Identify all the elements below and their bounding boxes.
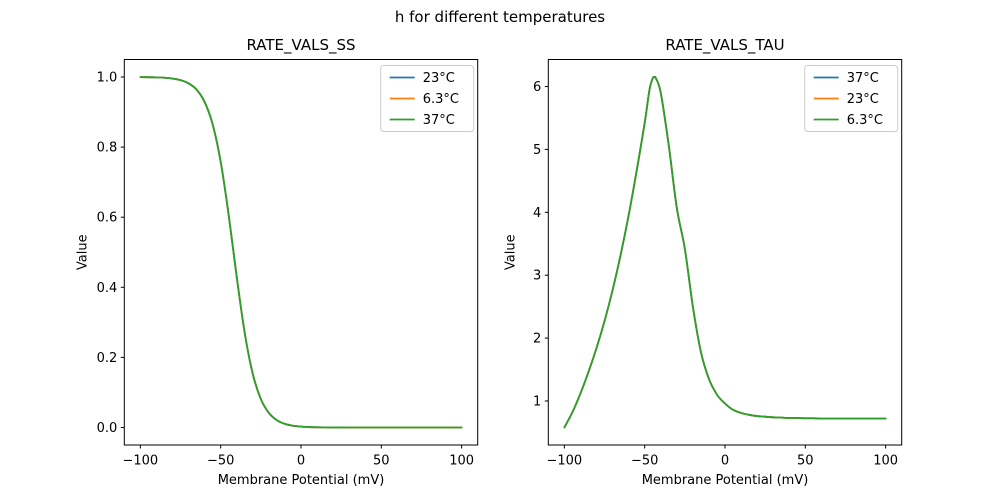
x-tick-label: 50 [797, 454, 814, 469]
legend-label: 6.3°C [847, 113, 883, 128]
y-tick-label: 0.6 [97, 211, 118, 226]
x-tick-label: −100 [547, 454, 583, 469]
x-tick-label: 0 [297, 454, 305, 469]
x-axis-label: Membrane Potential (mV) [218, 473, 385, 488]
y-tick-label: 0.8 [97, 141, 118, 156]
legend-box [380, 65, 475, 132]
x-tick-label: 0 [721, 454, 729, 469]
x-tick-label: 50 [373, 454, 390, 469]
y-tick-label: 0.4 [97, 281, 118, 296]
y-tick-label: 4 [533, 206, 541, 221]
y-tick-label: 5 [533, 143, 541, 158]
legend-label: 6.3°C [423, 92, 459, 107]
legend-label: 37°C [847, 71, 879, 86]
curve-series-2 [139, 76, 463, 429]
legend-label: 23°C [423, 71, 455, 86]
y-tick-label: 2 [533, 332, 541, 347]
x-tick-label: −50 [631, 454, 658, 469]
subplot-ss: −100 −50 0 50 100 0.0 0.2 0.4 0.6 0.8 1.0 Membrane … [75, 36, 479, 488]
y-tick-label: 0.2 [97, 351, 118, 366]
y-tick-label: 6 [533, 80, 541, 95]
x-tick-label: −100 [123, 454, 159, 469]
y-tick-label: 1.0 [97, 71, 118, 86]
subplot-tau: −100 −50 0 50 100 1 2 3 4 5 6 Membrane Potential (m… [503, 36, 903, 488]
x-tick-label: 100 [873, 454, 898, 469]
axes-title: RATE_VALS_TAU [665, 36, 784, 55]
y-tick-label: 0.0 [97, 421, 118, 436]
x-tick-label: −50 [207, 454, 234, 469]
y-axis-label: Value [503, 234, 518, 270]
legend-label: 37°C [423, 113, 455, 128]
legend-label: 23°C [847, 92, 879, 107]
axes-title: RATE_VALS_SS [246, 36, 355, 55]
figure-suptitle: h for different temperatures [394, 8, 606, 26]
y-axis-label: Value [75, 234, 90, 270]
x-tick-label: 100 [449, 454, 474, 469]
x-axis-label: Membrane Potential (mV) [642, 473, 809, 488]
y-tick-label: 1 [533, 394, 541, 409]
y-tick-label: 3 [533, 269, 541, 284]
legend-box [804, 65, 899, 132]
curve-series-2 [563, 75, 887, 429]
